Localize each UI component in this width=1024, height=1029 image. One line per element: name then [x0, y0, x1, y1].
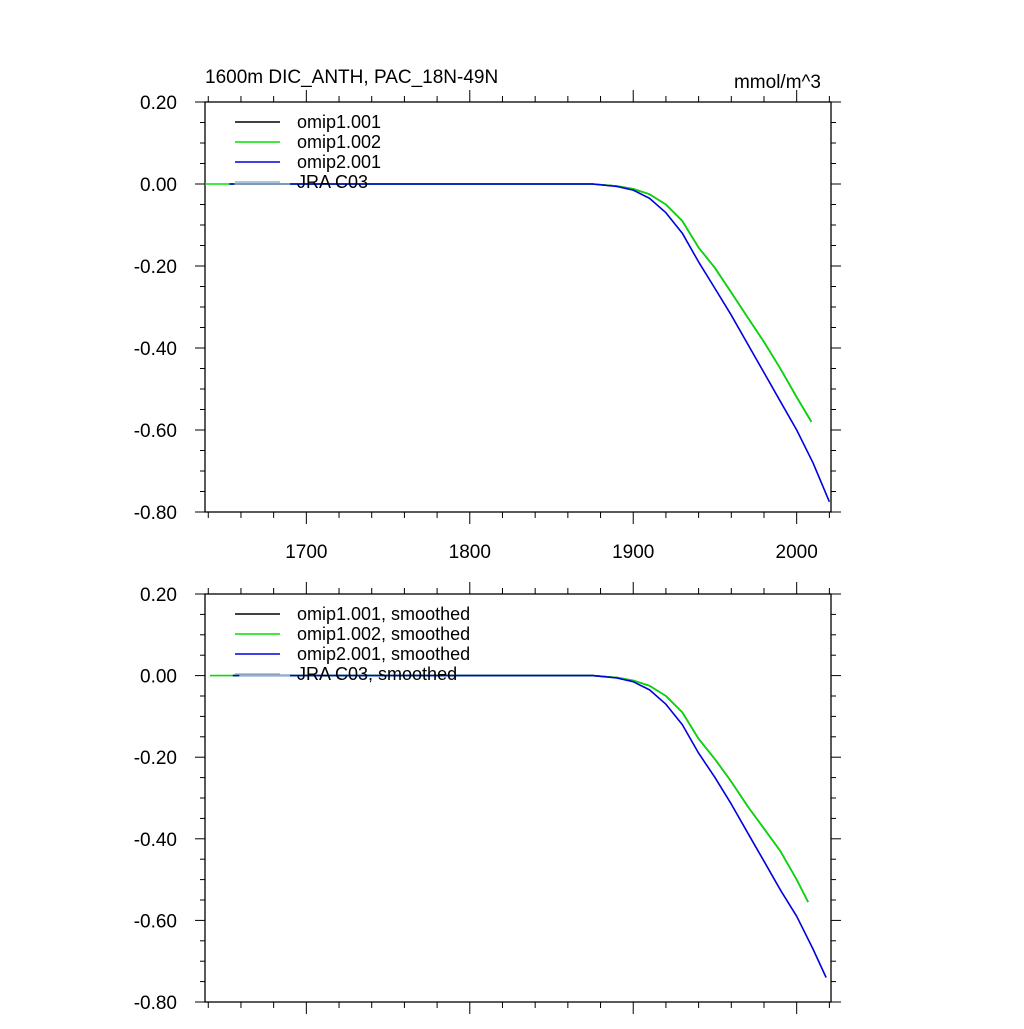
legend-label: omip1.001, smoothed [297, 604, 470, 624]
chart-panel-2: 0.20 0.00 -0.20 -0.40 -0.60 -0.80 omip1.001, s… [134, 582, 841, 1014]
y-tick-label: -0.20 [134, 257, 177, 278]
legend-label: omip2.001, smoothed [297, 644, 470, 664]
units-label: mmol/m^3 [734, 72, 821, 93]
series-line-omip2-001 [229, 183, 831, 503]
y-tick-label: -0.40 [134, 339, 177, 360]
y-tick-label: 0.20 [140, 585, 177, 606]
legend-label: omip1.001 [297, 112, 381, 132]
y-tick-label: -0.80 [134, 503, 177, 524]
y-tick-label: 0.20 [140, 93, 177, 114]
y-tick-label: -0.20 [134, 748, 177, 769]
legend-label: omip2.001 [297, 152, 381, 172]
x-tick-label: 1900 [612, 542, 654, 563]
y-tick-label: -0.60 [134, 421, 177, 442]
y-tick-label: 0.00 [140, 667, 177, 688]
y-tick-label: 0.00 [140, 175, 177, 196]
y-tick-label: -0.40 [134, 830, 177, 851]
x-tick-label: 1700 [285, 542, 327, 563]
legend-label: omip1.002 [297, 132, 381, 152]
chart-panel-1: 0.20 0.00 -0.20 -0.40 -0.60 -0.80 1700 1800 1900… [134, 67, 841, 563]
series-line-omip2-001-smoothed [232, 674, 827, 978]
chart-title: 1600m DIC_ANTH, PAC_18N-49N [205, 67, 498, 88]
legend-label: JRA C03, smoothed [297, 664, 457, 684]
y-tick-label: -0.80 [134, 993, 177, 1014]
series-line-omip1-002 [205, 183, 813, 423]
x-tick-label: 2000 [776, 542, 818, 563]
legend-label: JRA C03 [297, 172, 368, 192]
legend-label: omip1.002, smoothed [297, 624, 470, 644]
x-tick-label: 1800 [449, 542, 491, 563]
y-tick-label: -0.60 [134, 911, 177, 932]
series-line-omip1-002-smoothed [209, 674, 809, 903]
